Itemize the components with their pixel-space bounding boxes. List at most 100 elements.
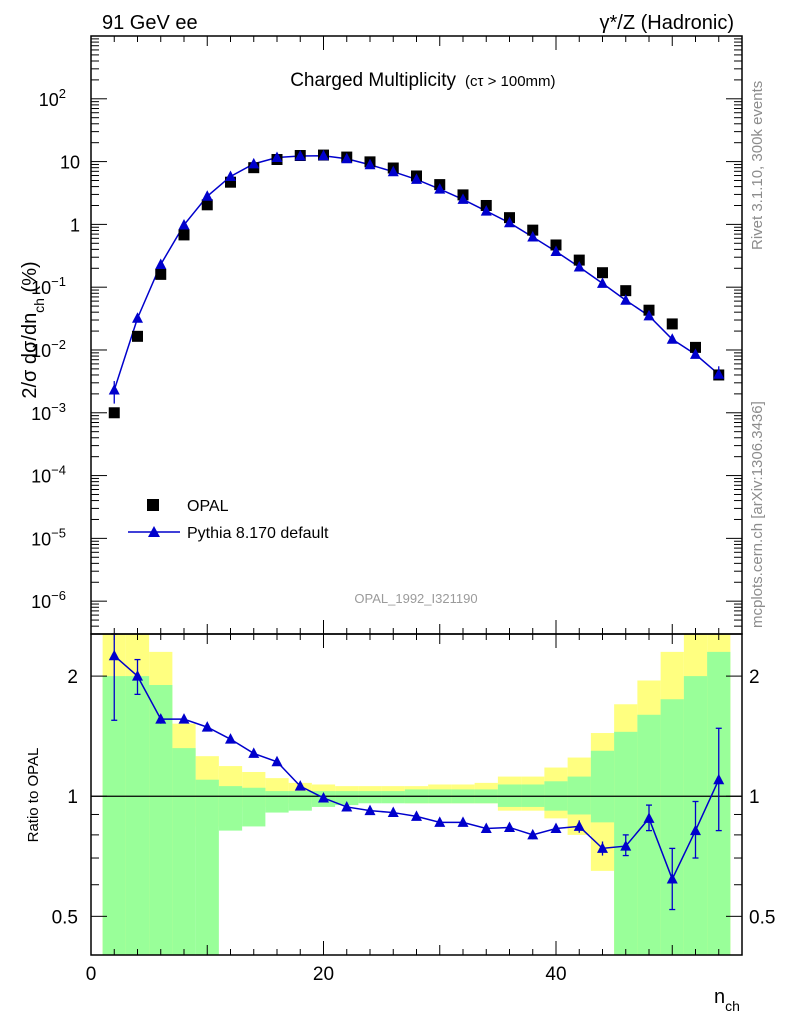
ratio-data-layer <box>108 633 725 911</box>
main-y-tick-label: 1 <box>70 215 80 235</box>
opal-point <box>550 239 562 251</box>
ratio-point <box>480 822 492 834</box>
main-ylabel-text: 2/σ dσ/dn <box>19 313 41 399</box>
ratio-y-tick-label-right: 2 <box>749 667 760 688</box>
main-y-tick-label: 102 <box>39 86 66 110</box>
ratio-y-tick-label: 1 <box>67 787 78 808</box>
main-y-tick-label: 10−4 <box>31 463 66 487</box>
main-y-tick-base: 10 <box>39 90 59 110</box>
ratio-point <box>434 816 446 827</box>
ratio-point <box>666 873 678 884</box>
pythia-point <box>178 218 190 230</box>
ratio-band-inner <box>172 748 196 955</box>
ratio-point <box>132 670 143 681</box>
ratio-band-inner <box>660 699 684 955</box>
opal-point <box>108 407 120 419</box>
main-y-tick-exp: −6 <box>51 588 66 603</box>
ratio-band-inner <box>567 776 591 815</box>
main-y-tick-label: 10−5 <box>31 525 66 549</box>
main-y-tick-base: 1 <box>70 215 80 235</box>
opal-point <box>132 330 143 342</box>
ratio-point <box>201 721 213 732</box>
x-tick-label: 20 <box>313 964 334 985</box>
ratio-point <box>597 842 608 853</box>
opal-point <box>178 229 190 241</box>
ratio-point <box>225 733 236 744</box>
ratio-band-inner <box>288 791 312 811</box>
legend-pythia-marker <box>148 526 160 537</box>
opal-point <box>690 341 701 353</box>
ratio-point <box>108 649 120 661</box>
ratio-point <box>155 713 167 724</box>
main-y-tick-label: 10−6 <box>31 588 66 612</box>
ratio-point <box>690 824 701 836</box>
opal-point <box>155 268 167 280</box>
watermark: OPAL_1992_I321190 <box>354 591 477 606</box>
main-y-tick-exp: 2 <box>59 86 66 101</box>
pythia-point <box>225 170 236 181</box>
chart-title-suffix: (cτ > 100mm) <box>465 73 556 90</box>
main-y-tick-exp: −2 <box>51 337 66 352</box>
main-ylabel: 2/σ dσ/dnch (%) <box>19 261 47 398</box>
pythia-line <box>113 154 720 391</box>
ratio-band-inner <box>218 786 243 831</box>
ratio-band-inner <box>358 791 382 804</box>
main-frame <box>90 35 743 635</box>
pythia-point <box>318 149 329 161</box>
main-ylabel-unit: (%) <box>19 261 41 298</box>
pythia-point <box>457 193 469 204</box>
pythia-point <box>620 294 632 305</box>
ratio-point <box>411 810 422 821</box>
main-y-tick-base: 10 <box>31 404 51 424</box>
legend-opal-label: OPAL <box>187 498 229 515</box>
pythia-point <box>713 368 725 379</box>
pythia-point <box>155 258 167 269</box>
pythia-point <box>666 333 678 344</box>
x-tick-label: 0 <box>86 964 97 985</box>
pythia-point <box>527 230 539 242</box>
ratio-point <box>294 780 306 791</box>
pythia-point <box>504 216 515 228</box>
opal-point <box>225 176 236 188</box>
main-ylabel-sub: ch <box>31 298 47 313</box>
ratio-y-tick-label: 0.5 <box>52 907 78 928</box>
ratio-frame <box>90 633 743 956</box>
ratio-y-tick-label-right: 0.5 <box>749 907 775 928</box>
pythia-point <box>643 309 655 321</box>
pythia-point <box>387 165 399 177</box>
ratio-point <box>550 822 562 834</box>
main-y-tick-exp: −1 <box>51 274 66 289</box>
main-y-tick-label: 10−3 <box>31 400 66 424</box>
ratio-point <box>713 773 725 785</box>
ratio-point <box>620 840 632 851</box>
pythia-point <box>271 151 283 163</box>
ratio-band-inner <box>149 684 173 955</box>
x-axis-label: nch <box>714 986 740 1014</box>
main-data-layer <box>108 149 725 419</box>
pythia-point <box>690 348 701 359</box>
main-y-tick-label: 10−1 <box>31 274 66 298</box>
header-left: 91 GeV ee <box>102 12 198 34</box>
main-y-tick-label: 10−2 <box>31 337 66 361</box>
ratio-point <box>573 820 585 831</box>
opal-point <box>620 285 632 297</box>
mcplots-label: mcplots.cern.ch [arXiv:1306.3436] <box>749 401 766 628</box>
pythia-point <box>480 205 492 216</box>
ratio-point <box>341 800 353 812</box>
pythia-point <box>341 152 353 164</box>
ratio-band-inner <box>125 676 150 955</box>
ratio-point <box>457 816 469 827</box>
ratio-band-inner <box>637 714 661 955</box>
ratio-point <box>318 791 329 803</box>
axes-frames <box>90 35 743 956</box>
opal-point <box>573 254 585 266</box>
pythia-point <box>597 277 608 288</box>
ratio-y-tick-label: 2 <box>67 667 78 688</box>
pythia-point <box>132 312 143 323</box>
opal-point <box>201 199 213 211</box>
pythia-point <box>434 183 446 194</box>
main-y-tick-base: 10 <box>31 341 51 361</box>
ratio-point <box>527 828 539 840</box>
